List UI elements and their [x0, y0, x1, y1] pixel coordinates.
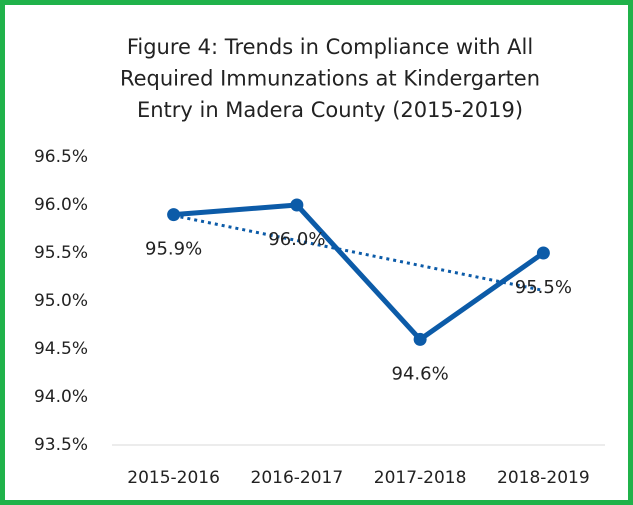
y-tick-label: 95.0%	[34, 291, 88, 311]
data-label: 95.5%	[515, 277, 572, 298]
data-label: 96.0%	[268, 229, 325, 250]
y-tick-label: 96.0%	[34, 195, 88, 215]
chart-title: Figure 4: Trends in Compliance with All	[127, 35, 533, 59]
chart-title: Entry in Madera County (2015-2019)	[137, 98, 523, 122]
x-tick-label: 2015-2016	[127, 468, 220, 488]
data-label: 94.6%	[392, 363, 449, 384]
x-tick-label: 2016-2017	[251, 468, 344, 488]
x-tick-label: 2018-2019	[497, 468, 590, 488]
y-tick-label: 95.5%	[34, 243, 88, 263]
series-line	[173, 202, 545, 342]
y-tick-label: 94.0%	[34, 387, 88, 407]
chart-title: Required Immunzations at Kindergarten	[120, 67, 540, 91]
y-tick-label: 93.5%	[34, 435, 88, 455]
y-tick-label: 94.5%	[34, 339, 88, 359]
marker	[536, 246, 550, 260]
marker	[167, 208, 181, 222]
x-tick-label: 2017-2018	[374, 468, 467, 488]
marker	[290, 198, 304, 212]
data-label: 95.9%	[145, 239, 202, 260]
marker	[413, 332, 427, 346]
y-tick-label: 96.5%	[34, 147, 88, 167]
